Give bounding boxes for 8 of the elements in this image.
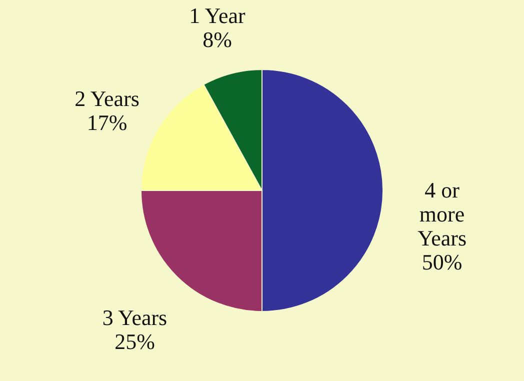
- slice-label: 2 Years: [74, 86, 140, 111]
- slice-label: 4 or more Years: [417, 178, 467, 250]
- data-label: 8%: [202, 27, 232, 52]
- data-label: 50%: [422, 250, 462, 274]
- slice-label: 3 Years: [102, 304, 168, 330]
- data-label: 17%: [86, 110, 128, 135]
- data-label: 25%: [114, 328, 155, 354]
- slice-label: 1 Year: [189, 3, 246, 28]
